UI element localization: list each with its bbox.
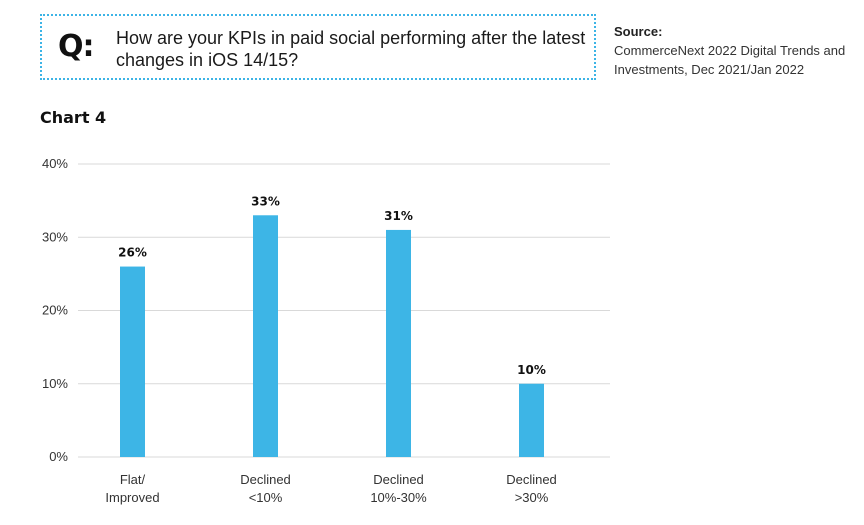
y-tick-label: 40% <box>42 156 68 171</box>
y-tick-label: 20% <box>42 303 68 318</box>
data-label: 33% <box>251 194 280 208</box>
bar <box>120 266 145 457</box>
source-label: Source: <box>614 24 663 39</box>
source-text: CommerceNext 2022 Digital Trends and Inv… <box>614 43 846 77</box>
category-label: <10% <box>249 490 283 505</box>
source-note: Source: CommerceNext 2022 Digital Trends… <box>614 22 854 79</box>
category-label: Declined <box>506 472 557 487</box>
data-label: 31% <box>384 209 413 223</box>
category-label: >30% <box>515 490 549 505</box>
y-tick-label: 0% <box>49 449 68 464</box>
category-label: 10%-30% <box>370 490 427 505</box>
question-badge: Q: <box>58 29 94 64</box>
y-tick-label: 10% <box>42 376 68 391</box>
category-label: Improved <box>105 490 159 505</box>
question-box: Q: How are your KPIs in paid social perf… <box>40 14 596 80</box>
question-text: How are your KPIs in paid social perform… <box>116 28 586 70</box>
bar <box>386 229 411 457</box>
data-label: 10% <box>517 363 546 377</box>
chart-title: Chart 4 <box>40 108 107 127</box>
category-label: Declined <box>240 472 291 487</box>
data-label: 26% <box>118 246 147 260</box>
bar <box>519 383 544 457</box>
y-tick-label: 30% <box>42 229 68 244</box>
category-label: Flat/ <box>120 472 146 487</box>
category-label: Declined <box>373 472 424 487</box>
bar <box>253 215 278 457</box>
